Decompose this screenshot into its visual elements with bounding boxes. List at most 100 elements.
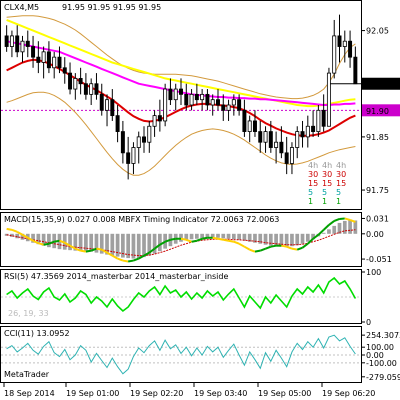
macd-histogram-bar	[68, 233, 72, 251]
candle-body	[221, 104, 226, 111]
cci-plot	[1, 334, 361, 375]
macd-histogram-bar	[136, 233, 141, 259]
mbfx-segment	[153, 243, 161, 250]
candle-body	[179, 88, 183, 95]
candle-body	[126, 152, 131, 164]
mbfx-segment	[286, 245, 293, 250]
macd-axis: 0.031 0.00 -0.051	[361, 214, 392, 264]
candle-body	[300, 131, 305, 138]
macd-histogram-bar	[210, 233, 215, 238]
macd-histogram-bar	[353, 220, 358, 234]
macd-histogram-bar	[290, 233, 294, 247]
time-axis-label: 19 Sep 01:00	[66, 389, 119, 398]
macd-histogram-bar	[321, 232, 326, 234]
cci-axis-label: 100.00	[366, 343, 394, 352]
macd-histogram-bar	[253, 233, 257, 243]
timing-cell: 1	[336, 197, 341, 206]
cci-panel[interactable]: CCI(11) 13.0952 MetaTrader 254.3073 100.0…	[0, 326, 400, 383]
symbol-label: CLX4,M5	[4, 3, 39, 12]
candle	[46, 41, 51, 74]
candle	[274, 131, 279, 164]
candle	[89, 78, 94, 105]
candle-body	[105, 99, 110, 111]
candle	[20, 35, 25, 63]
mbfx-segment	[54, 239, 60, 243]
time-axis: 18 Sep 2014 19 Sep 01:00 19 Sep 02:20 19 Se…	[3, 383, 375, 398]
candle-body	[78, 78, 83, 85]
timing-cell: 4h	[336, 161, 346, 170]
mbfx-segment	[254, 249, 261, 253]
candle-body	[342, 40, 347, 47]
rsi-panel[interactable]: RSI(5) 47.3569 2014_masterbar 2014_maste…	[0, 268, 382, 327]
price-panel[interactable]: CLX4,M5 91.95 91.95 91.95 91.95 92.05 91.…	[0, 0, 400, 210]
candle	[94, 73, 99, 100]
ohlc-label: 91.95 91.95 91.95 91.95	[62, 3, 161, 12]
candle	[52, 51, 57, 79]
rsi-plot	[1, 276, 361, 313]
candle	[337, 14, 342, 63]
candle-body	[110, 99, 115, 117]
candle-body	[52, 56, 57, 69]
candle	[99, 83, 104, 116]
macd-axis-label: -0.051	[366, 255, 392, 264]
macd-histogram-bar	[348, 219, 352, 234]
mbfx-segment	[80, 249, 87, 253]
macd-histogram-bar	[305, 233, 310, 242]
candle-body	[36, 56, 41, 63]
candle-body	[337, 35, 342, 47]
macd-axis-label: 0.031	[366, 214, 389, 223]
macd-histogram-bar	[231, 233, 236, 240]
candle	[184, 83, 189, 111]
candle-body	[89, 83, 94, 95]
candle-body	[9, 35, 14, 47]
cci-axis-label: -100.00	[366, 359, 397, 368]
candle-body	[284, 152, 289, 164]
candle-body	[268, 131, 273, 148]
macd-histogram-bar	[263, 233, 268, 245]
price-axis-label: 92.05	[366, 27, 389, 36]
mbfx-segment	[328, 220, 335, 226]
candle	[231, 94, 236, 116]
candle-body	[215, 99, 220, 106]
candle	[15, 25, 20, 58]
mbfx-segment	[212, 236, 219, 240]
price-plot	[1, 14, 361, 180]
candle-body	[332, 35, 337, 74]
candle	[126, 136, 131, 180]
mbfx-segment	[312, 233, 319, 240]
candle	[200, 89, 205, 111]
mbfx-segment	[43, 242, 50, 246]
mbfx-segment	[317, 229, 325, 236]
candle	[289, 142, 294, 175]
price-axis-label: 91.75	[366, 186, 389, 195]
candle	[311, 110, 316, 137]
candle	[326, 67, 331, 127]
mbfx-segment	[143, 251, 150, 257]
macd-histogram-bar	[94, 233, 99, 253]
macd-histogram-bar	[205, 233, 210, 238]
macd-histogram-bar	[284, 233, 289, 247]
series-line-bb-lower	[6, 91, 356, 176]
candle	[105, 94, 110, 127]
candle	[136, 131, 141, 164]
candle	[295, 126, 300, 159]
candle-body	[31, 46, 36, 58]
macd-histogram-bar	[20, 233, 25, 240]
candle-body	[242, 109, 247, 132]
candle-body	[326, 72, 331, 127]
macd-histogram-bar	[300, 233, 305, 244]
macd-panel[interactable]: MACD(15,35,9) 0.027 0.008 MBFX Timing In…	[0, 212, 392, 267]
macd-histogram-bar	[89, 233, 94, 252]
candle	[205, 89, 210, 111]
candle	[316, 105, 321, 137]
candle-body	[57, 56, 62, 69]
candle	[258, 120, 263, 153]
candle	[120, 120, 125, 164]
macd-histogram-bar	[268, 233, 273, 246]
macd-histogram-bar	[247, 233, 252, 242]
candle-body	[226, 104, 231, 111]
macd-histogram-bar	[15, 233, 20, 239]
